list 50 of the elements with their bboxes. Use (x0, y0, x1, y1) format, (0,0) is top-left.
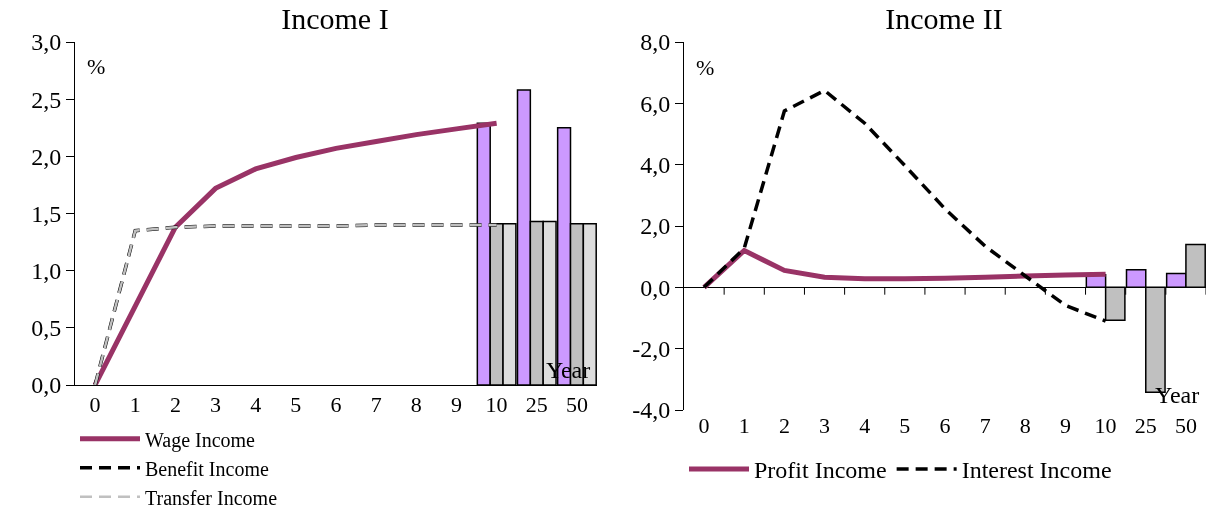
legend-label: Interest Income (961, 457, 1112, 484)
legend-label: Wage Income (145, 428, 256, 452)
y-tick-label: 2,5 (31, 86, 62, 113)
x-tick-label: 4 (250, 392, 262, 418)
x-tick-label: 1 (738, 413, 750, 438)
x-tick-label: 9 (450, 392, 462, 418)
x-tick-label: 0 (698, 413, 710, 438)
y-tick-label: 2,0 (31, 143, 62, 170)
x-tick-label: 6 (330, 392, 342, 418)
y-tick-label: 1,0 (31, 258, 62, 285)
y-tick-label: 4,0 (640, 152, 671, 179)
x-tick-label: 8 (1019, 413, 1031, 438)
x-tick-label: 0 (89, 392, 101, 418)
y-tick-label: 0,0 (640, 274, 671, 301)
x-tick-label: 3 (210, 392, 222, 418)
y-axis-title: % (696, 55, 715, 80)
x-tick-label: 50 (565, 392, 588, 418)
legend-label: Transfer Income (145, 486, 278, 509)
x-tick-label: 25 (1134, 413, 1157, 438)
x-tick-label: 10 (1094, 413, 1117, 438)
x-tick-label: 10 (485, 392, 508, 418)
y-tick-label: 0,0 (31, 372, 62, 399)
y-tick-label: 2,0 (640, 213, 671, 240)
y-tick-label: 3,0 (31, 29, 62, 56)
x-tick-label: 1 (129, 392, 141, 418)
x-tick-label: 7 (370, 392, 382, 418)
x-tick-label: 3 (819, 413, 831, 438)
y-tick-label: 1,5 (31, 200, 62, 227)
x-tick-label: 6 (939, 413, 951, 438)
x-tick-label: 5 (290, 392, 302, 418)
legend-label: Profit Income (754, 457, 887, 484)
y-tick-label: 8,0 (640, 29, 671, 56)
x-tick-label: 4 (859, 413, 871, 438)
x-tick-label: 50 (1174, 413, 1197, 438)
y-tick-label: 6,0 (640, 90, 671, 117)
x-tick-label: 7 (979, 413, 991, 438)
x-tick-label: 8 (410, 392, 422, 418)
x-tick-label: 2 (169, 392, 181, 418)
x-axis-title: Year (1155, 382, 1200, 408)
x-tick-label: 5 (899, 413, 911, 438)
y-axis-title: % (87, 54, 106, 79)
chart-title: Income I (281, 1, 389, 35)
x-tick-label: 25 (525, 392, 548, 418)
y-tick-label: 0,5 (31, 315, 62, 342)
x-tick-label: 9 (1059, 413, 1071, 438)
y-tick-label: -2,0 (632, 336, 671, 363)
x-tick-label: 2 (778, 413, 790, 438)
legend-label: Benefit Income (145, 457, 269, 480)
chart-title: Income II (885, 1, 1003, 35)
y-tick-label: -4,0 (632, 397, 671, 424)
